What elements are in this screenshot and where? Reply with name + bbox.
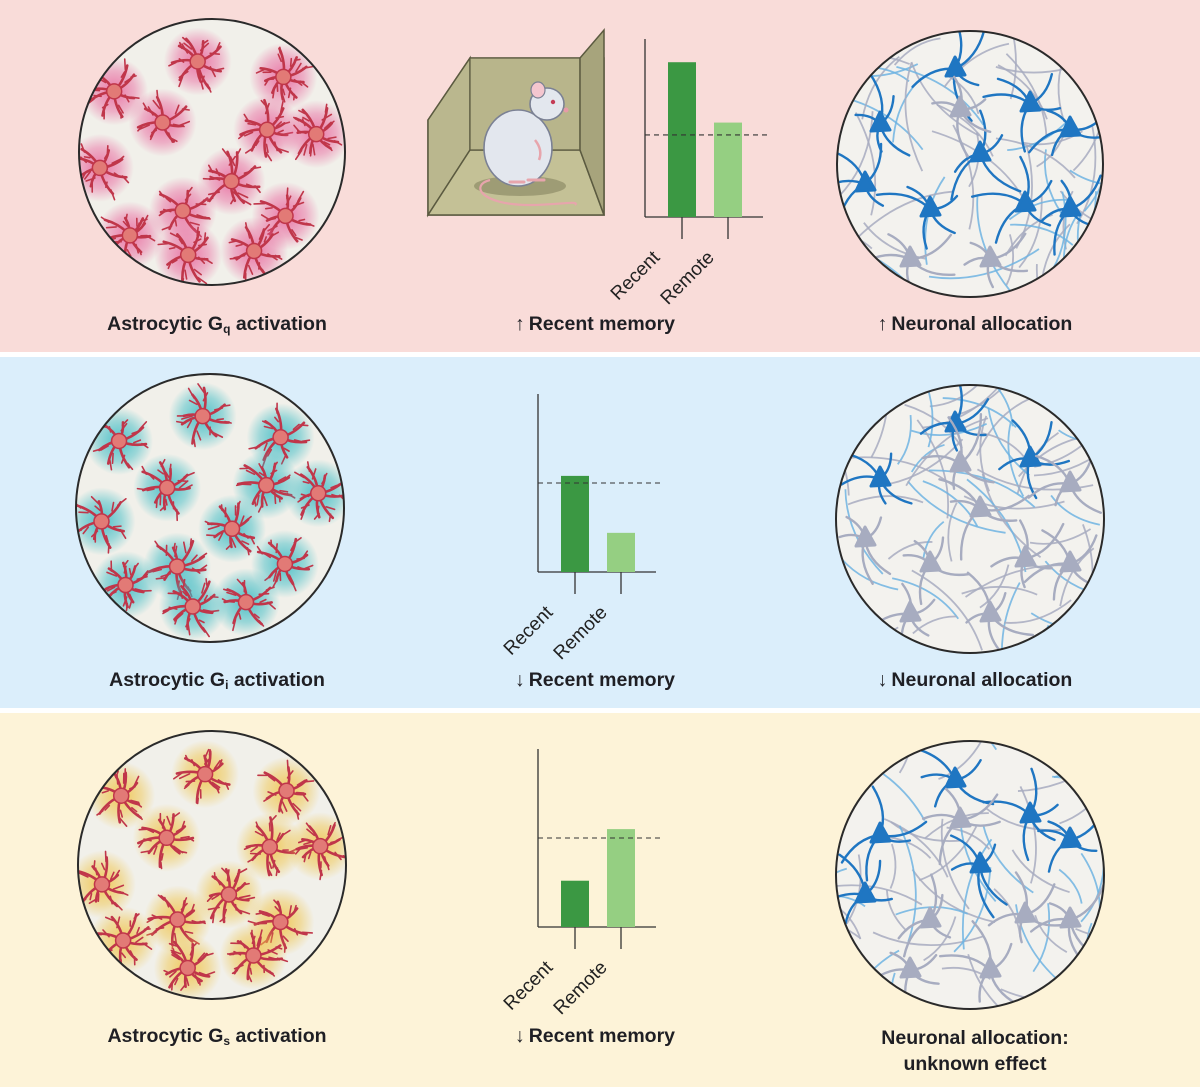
astrocyte [171, 740, 240, 809]
bar-recent [561, 475, 589, 572]
mouse-body [483, 109, 553, 187]
astrocyte [168, 382, 237, 451]
panel-gq-art [78, 18, 1104, 298]
astrocyte [284, 459, 344, 528]
astrocyte-dish [77, 730, 347, 1000]
neuron-dish [835, 740, 1105, 1010]
active-neuron [949, 834, 1008, 919]
astrocyte [282, 100, 345, 169]
memory-bar-chart [537, 749, 660, 949]
astrocyte [220, 217, 289, 285]
astrocyte [78, 850, 136, 919]
astrocyte [252, 756, 321, 825]
down-arrow-icon: ↓ [514, 669, 525, 691]
astrocyte [235, 812, 304, 881]
bar-recent [561, 880, 589, 927]
astrocyte [219, 921, 289, 990]
up-arrow-icon: ↑ [514, 313, 525, 335]
inactive-neuron [902, 536, 970, 606]
bar-remote [714, 122, 742, 217]
inactive-neuron [990, 519, 1065, 589]
neuron-dish [836, 30, 1104, 298]
astrocyte [233, 95, 302, 164]
bar-recent [668, 62, 696, 217]
inactive-neuron [1023, 529, 1100, 601]
memory-label: ↓ Recent memory [514, 669, 676, 691]
allocation-label: ↓ Neuronal allocation [877, 669, 1073, 691]
allocation-label: Neuronal allocation: unknown effect [881, 1027, 1069, 1075]
astrocyte [163, 27, 232, 96]
active-neuron [854, 72, 911, 157]
inactive-neuron [987, 871, 1071, 944]
panel-gq: Recent Remote Astrocytic Gq activation ↑… [0, 0, 1200, 352]
astro-label: Astrocytic Gq activation [107, 313, 327, 336]
astrocyte [211, 568, 280, 637]
inactive-neuron [897, 873, 952, 958]
inactive-neuron [864, 582, 936, 653]
inactive-neuron [838, 515, 892, 585]
active-neuron [875, 185, 959, 250]
panel-gi: Recent Remote Astrocytic Gi activation ↓… [0, 357, 1200, 708]
active-neuron [840, 452, 913, 505]
panel-gi-art [75, 373, 1105, 654]
bar-remote [607, 829, 635, 927]
active-neuron [1040, 174, 1102, 256]
inactive-neuron [931, 75, 992, 158]
memory-bar-chart [644, 39, 767, 239]
mouse-in-chamber-icon [426, 27, 606, 218]
active-neuron [970, 155, 1053, 244]
astrocyte-dish [78, 18, 346, 286]
astro-label: Astrocytic Gi activation [109, 669, 325, 692]
memory-label: ↑ Recent memory [514, 313, 676, 335]
active-neuron [911, 31, 987, 123]
inactive-neuron [965, 571, 1035, 652]
astrocyte [79, 133, 134, 202]
astro-label: Astrocytic Gs activation [107, 1025, 327, 1048]
up-arrow-icon: ↑ [877, 313, 888, 335]
astrocyte [128, 88, 197, 157]
down-arrow-icon: ↓ [514, 1025, 525, 1047]
inactive-neuron [938, 478, 1030, 561]
astrocyte [198, 494, 267, 563]
active-neuron [950, 109, 1022, 201]
memory-bar-chart [537, 394, 660, 594]
astrocyte [194, 860, 263, 929]
astrocyte [154, 220, 223, 285]
mouse-eye [550, 99, 556, 105]
active-neuron [982, 767, 1059, 862]
astrocyte [133, 453, 202, 522]
astrocyte [249, 42, 318, 111]
inactive-neuron [921, 787, 1001, 866]
chamber-right-wall [579, 27, 605, 216]
astrocyte [153, 933, 222, 999]
panel-gs: Recent Remote Astrocytic Gs activation ↓… [0, 713, 1200, 1087]
astrocyte [250, 529, 319, 598]
active-neuron [840, 785, 928, 882]
inactive-neuron [963, 232, 1029, 289]
mouse-tail [479, 178, 577, 207]
astrocyte [132, 803, 201, 872]
astrocyte [91, 551, 160, 620]
panel-gs-art [77, 730, 1105, 1010]
allocation-label: ↑ Neuronal allocation [877, 313, 1073, 335]
astrocyte-dish [75, 373, 345, 643]
inactive-neuron [860, 233, 956, 292]
active-neuron [982, 72, 1062, 153]
neuron-dish [835, 384, 1105, 654]
down-arrow-icon: ↓ [877, 669, 888, 691]
astrocyte [286, 812, 346, 881]
astrocyte [95, 201, 164, 270]
mouse-ear [530, 81, 546, 99]
memory-label: ↓ Recent memory [514, 1025, 676, 1047]
astrocyte [197, 147, 266, 216]
astrocyte [76, 487, 136, 556]
inactive-neuron [921, 413, 995, 490]
bar-remote [607, 532, 635, 572]
